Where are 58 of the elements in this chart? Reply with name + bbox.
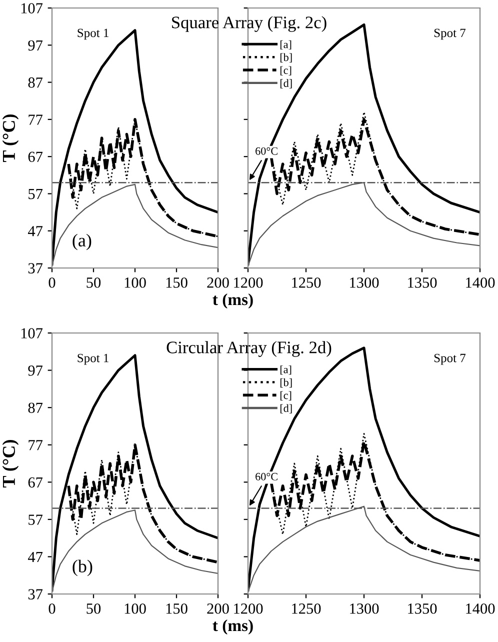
annotation: (b) [72, 560, 92, 576]
y-tick-label: 77 [28, 114, 43, 125]
x-tick-label: 1400 [466, 277, 495, 288]
y-axis-title: T (°C) [2, 440, 19, 488]
y-tick-label: 47 [28, 226, 43, 236]
annotation: Spot 7 [434, 28, 466, 40]
x-tick-label: 1250 [292, 277, 321, 288]
chart-title: Square Array (Fig. 2c) [172, 16, 326, 32]
y-tick-label: 37 [28, 263, 43, 274]
y-tick-label: 97 [28, 40, 43, 51]
x-tick-label: 0 [48, 277, 56, 288]
x-tick-label: 1400 [466, 603, 495, 614]
x-axis-title: t (ms) [212, 293, 253, 309]
x-tick-label: 200 [207, 277, 229, 288]
y-tick-label: 77 [28, 440, 43, 450]
y-tick-label: 97 [28, 365, 43, 376]
y-tick-label: 87 [28, 402, 43, 414]
legend-label: [a] [280, 365, 292, 375]
legend-label: [c] [280, 391, 292, 400]
x-tick-label: 100 [124, 603, 146, 614]
x-tick-label: 100 [124, 277, 146, 288]
legend-label: [d] [280, 79, 292, 88]
legend-label: [d] [280, 404, 292, 414]
x-tick-label: 50 [86, 603, 101, 614]
y-tick-label: 57 [28, 189, 43, 200]
x-tick-label: 50 [86, 277, 101, 288]
y-tick-label: 107 [21, 328, 43, 338]
x-tick-label: 1200 [234, 277, 263, 288]
ref-line-label: 60°C [256, 147, 278, 155]
legend-label: [b] [280, 378, 292, 388]
y-tick-label: 107 [21, 3, 43, 14]
legend-label: [a] [280, 40, 292, 50]
x-tick-label: 200 [207, 603, 229, 614]
x-axis-title: t (ms) [212, 619, 253, 635]
x-tick-label: 1350 [408, 277, 437, 288]
y-axis-title: T (°C) [2, 114, 19, 162]
y-tick-label: 47 [28, 552, 43, 562]
y-tick-label: 87 [28, 77, 43, 88]
chart-title: Circular Array (Fig. 2d) [166, 341, 332, 357]
x-tick-label: 1300 [350, 277, 379, 288]
x-tick-label: 1300 [350, 603, 379, 614]
x-tick-label: 1350 [408, 603, 437, 614]
y-tick-label: 67 [28, 477, 43, 488]
x-tick-label: 1200 [234, 603, 263, 614]
x-tick-label: 150 [166, 603, 188, 614]
annotation: Spot 1 [78, 28, 108, 40]
y-tick-label: 37 [28, 589, 43, 600]
x-tick-label: 150 [166, 277, 188, 288]
annotation: (a) [72, 234, 92, 250]
ref-line-label: 60°C [256, 472, 278, 480]
annotation: Spot 1 [78, 354, 108, 365]
y-tick-label: 67 [28, 152, 43, 162]
y-tick-label: 57 [28, 514, 43, 525]
x-tick-label: 0 [48, 603, 56, 614]
legend-label: [b] [280, 53, 292, 62]
legend-label: [c] [280, 66, 292, 76]
x-tick-label: 1250 [292, 603, 321, 614]
annotation: Spot 7 [434, 354, 466, 365]
